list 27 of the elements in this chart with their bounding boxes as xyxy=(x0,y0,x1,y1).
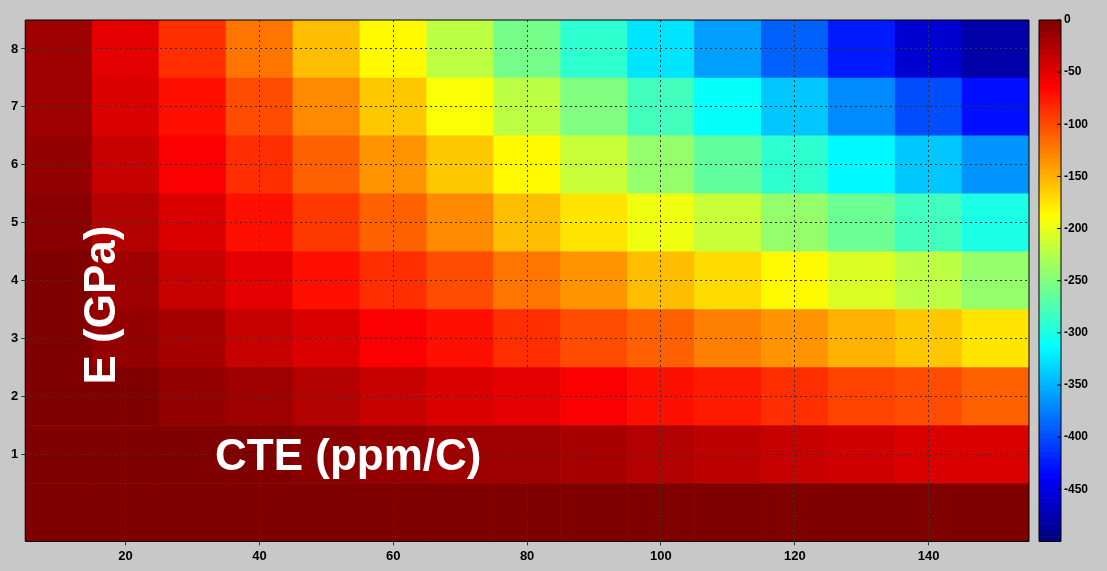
y-tick-label: 5 xyxy=(11,214,19,230)
y-tick-label: 3 xyxy=(11,330,19,346)
color-bar-label: -150 xyxy=(1064,168,1089,183)
x-tick-label: 40 xyxy=(252,547,267,563)
y-tick-label: 2 xyxy=(11,388,19,404)
x-tick-label: 80 xyxy=(519,547,535,563)
color-bar-label: -300 xyxy=(1064,325,1089,340)
y-tick-label: 7 xyxy=(11,98,19,114)
color-bar-label: -450 xyxy=(1064,481,1089,496)
x-axis-title: CTE (ppm/C) xyxy=(215,430,482,480)
color-bar-label: -250 xyxy=(1064,273,1089,288)
x-tick-label: 20 xyxy=(118,547,133,563)
color-bar-label: -400 xyxy=(1064,429,1089,444)
y-tick-label: 6 xyxy=(11,156,19,172)
color-bar-label: -100 xyxy=(1064,116,1089,131)
y-tick-label: 4 xyxy=(11,272,19,288)
color-bar-label: 0 xyxy=(1064,12,1071,27)
y-tick-label: 8 xyxy=(11,40,19,56)
color-bar-label: -200 xyxy=(1064,220,1089,235)
x-tick-label: 140 xyxy=(917,547,940,563)
x-tick-label: 100 xyxy=(650,547,672,563)
color-bar-label: -50 xyxy=(1064,64,1082,79)
y-axis-title: E (GPa) xyxy=(75,225,125,385)
x-tick-label: 120 xyxy=(783,547,806,563)
x-tick-label: 60 xyxy=(386,547,401,563)
y-tick-label: 1 xyxy=(11,446,19,462)
color-bar-label: -350 xyxy=(1064,377,1089,392)
